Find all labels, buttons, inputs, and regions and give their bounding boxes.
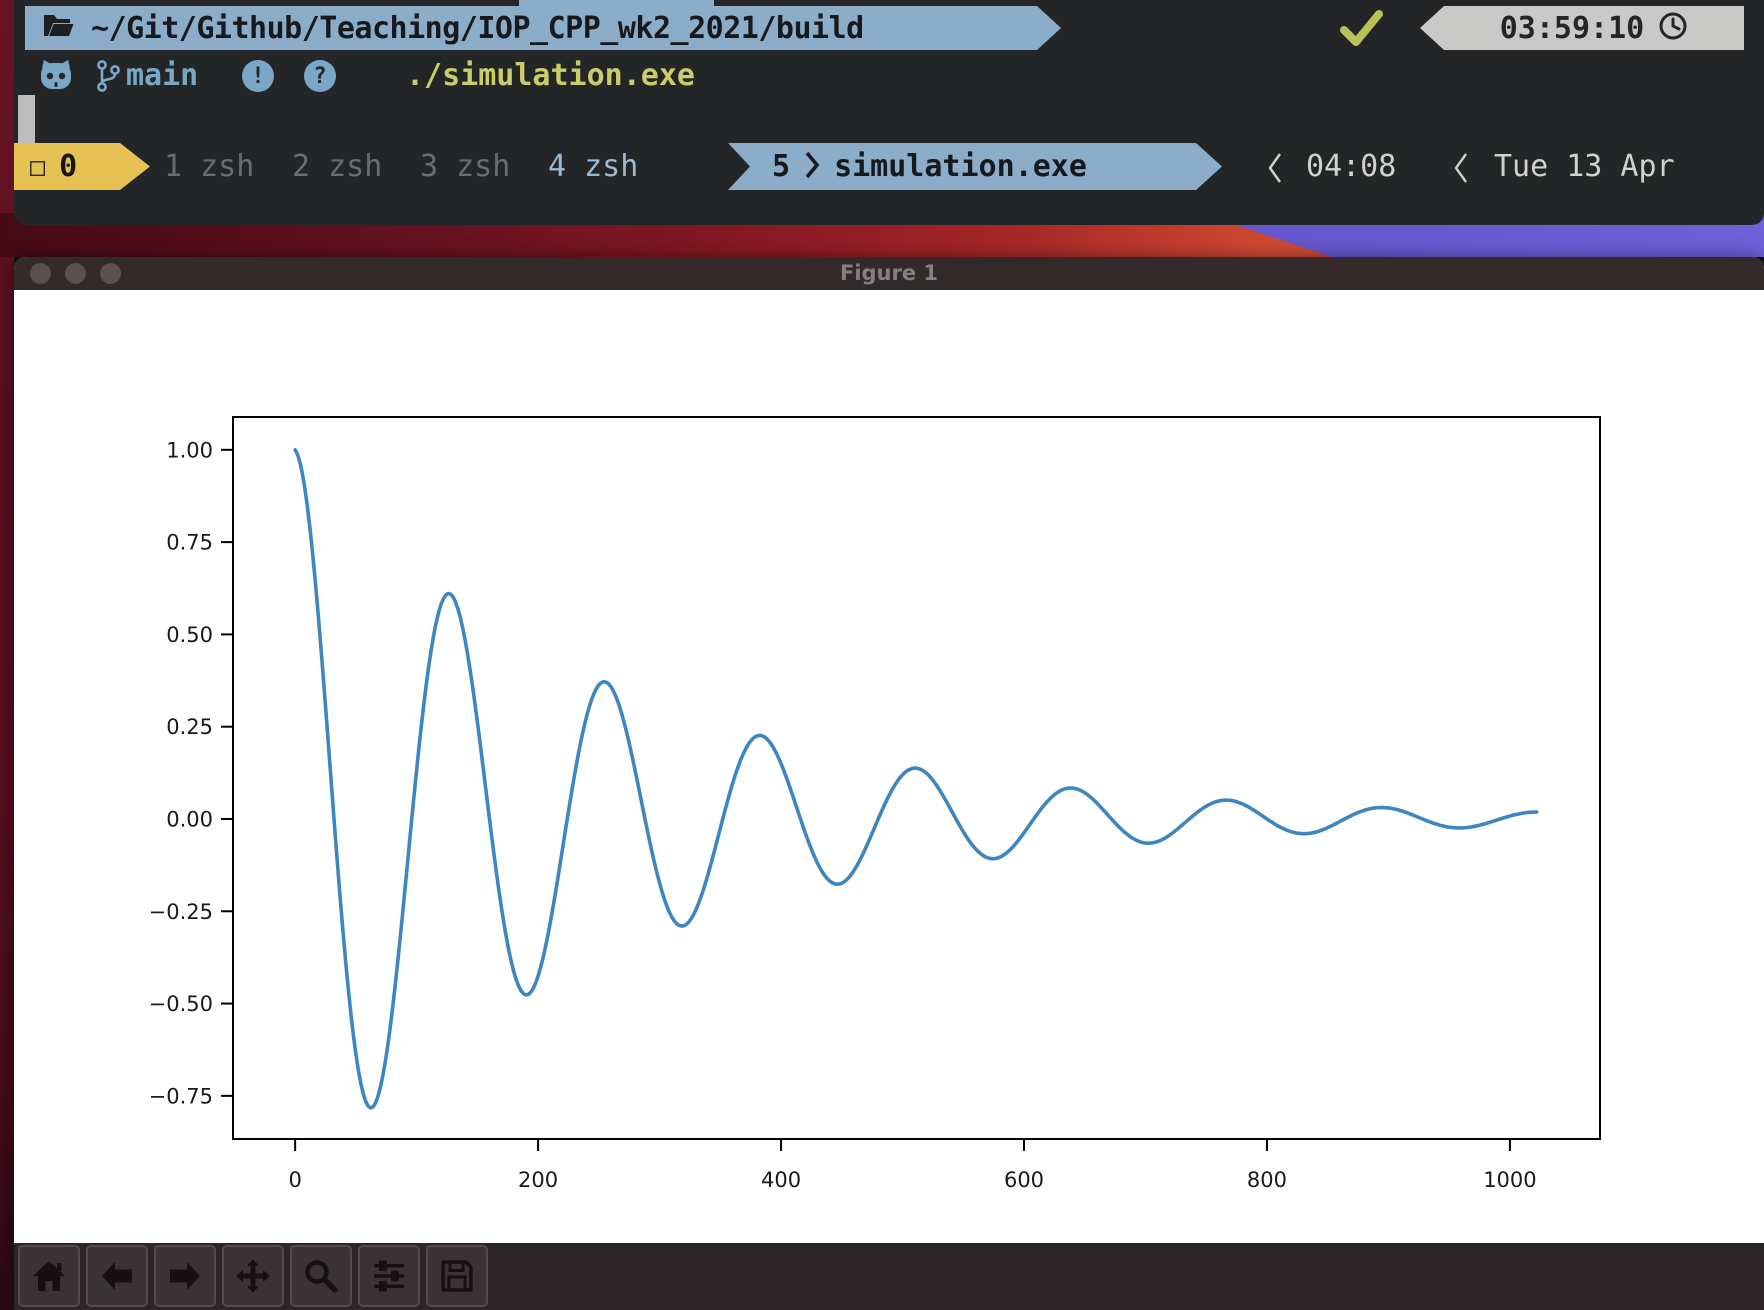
svg-text:−0.75: −0.75 (149, 1084, 213, 1108)
svg-text:600: 600 (1004, 1168, 1044, 1192)
svg-text:0.00: 0.00 (166, 807, 213, 831)
svg-text:−0.50: −0.50 (149, 992, 213, 1016)
tab-window-5-active[interactable]: 5 simulation.exe (728, 143, 1196, 190)
tab-window-3[interactable]: 3 zsh (420, 149, 511, 184)
status-date: Tue 13 Apr (1494, 149, 1675, 184)
powerline-notch (728, 143, 750, 190)
wallpaper-left-strip (0, 0, 14, 1310)
chevron-left-icon (1266, 151, 1284, 189)
pan-move-icon (234, 1257, 272, 1295)
toolbar-back-button[interactable] (86, 1245, 148, 1307)
active-window-index: 5 (772, 149, 791, 184)
line-chart: 0 200 400 600 800 1000 1.00 0.75 0.50 0.25 0.00 −0.… (149, 416, 1601, 1192)
arrow-right-icon (166, 1257, 204, 1295)
minimize-button[interactable] (65, 263, 86, 284)
prompt-path-segment: ~/Git/Github/Teaching/IOP_CPP_wk2_2021/b… (25, 6, 1037, 50)
session-index: 0 (59, 149, 78, 184)
sliders-icon (370, 1257, 408, 1295)
toolbar-save-button[interactable] (426, 1245, 488, 1307)
svg-text:800: 800 (1247, 1168, 1287, 1192)
github-octocat-icon (38, 58, 74, 96)
status-clock: 04:08 (1306, 149, 1397, 184)
toolbar-home-button[interactable] (18, 1245, 80, 1307)
chevron-right-icon (804, 149, 820, 185)
git-untracked-icon: ? (304, 60, 336, 92)
close-button[interactable] (30, 263, 51, 284)
powerline-tip (1196, 143, 1222, 190)
toolbar-subplots-button[interactable] (358, 1245, 420, 1307)
toolbar-forward-button[interactable] (154, 1245, 216, 1307)
svg-text:1.00: 1.00 (166, 438, 213, 462)
zoom-window-button[interactable] (100, 263, 121, 284)
current-directory-path: ~/Git/Github/Teaching/IOP_CPP_wk2_2021/b… (91, 10, 864, 46)
svg-text:−0.25: −0.25 (149, 900, 213, 924)
tab-window-2[interactable]: 2 zsh (292, 149, 383, 184)
active-window-name: simulation.exe (834, 149, 1087, 184)
figure-title: Figure 1 (839, 261, 939, 285)
git-branch-name: main (126, 58, 199, 93)
terminal-window: ~/Git/Github/Teaching/IOP_CPP_wk2_2021/b… (14, 0, 1764, 225)
tmux-status-bar: □ 0 1 zsh 2 zsh 3 zsh 4 zsh 5 simulation… (14, 143, 1764, 190)
tab-window-1[interactable]: 1 zsh (164, 149, 255, 184)
session-segment: □ 0 (14, 143, 120, 190)
svg-text:200: 200 (518, 1168, 558, 1192)
prompt-line-1: ~/Git/Github/Teaching/IOP_CPP_wk2_2021/b… (14, 6, 1764, 50)
home-icon (30, 1257, 68, 1295)
clock-icon (1658, 11, 1688, 45)
powerline-tip (1037, 6, 1061, 50)
prompt-timestamp: 03:59:10 (1499, 10, 1645, 46)
scrollbar-thumb[interactable] (18, 95, 35, 143)
typed-command: ./simulation.exe (406, 58, 695, 93)
powerline-tip (120, 143, 150, 190)
save-floppy-icon (438, 1257, 476, 1295)
folder-icon (43, 12, 75, 44)
previous-line-fragment (519, 0, 714, 7)
prompt-time-segment: 03:59:10 (1444, 6, 1744, 50)
checkmark-icon (1339, 9, 1383, 51)
svg-text:400: 400 (761, 1168, 801, 1192)
toolbar-zoom-button[interactable] (290, 1245, 352, 1307)
window-flag-icon: □ (30, 152, 46, 181)
svg-text:0: 0 (288, 1168, 301, 1192)
tab-window-4[interactable]: 4 zsh (548, 149, 639, 184)
chevron-left-icon (1452, 151, 1470, 189)
figure-titlebar: Figure 1 (14, 257, 1764, 290)
powerline-tip (1420, 6, 1444, 50)
matplotlib-toolbar (14, 1243, 1764, 1310)
git-branch-icon (96, 59, 120, 97)
magnifier-icon (302, 1257, 340, 1295)
svg-text:1000: 1000 (1483, 1168, 1536, 1192)
svg-text:0.25: 0.25 (166, 715, 213, 739)
toolbar-pan-button[interactable] (222, 1245, 284, 1307)
plot-canvas[interactable]: 0 200 400 600 800 1000 1.00 0.75 0.50 0.25 0.00 −0.… (14, 290, 1764, 1243)
figure-window: Figure 1 0 200 400 600 800 1000 1.00 0.75 0.50 0.… (14, 257, 1764, 1310)
arrow-left-icon (98, 1257, 136, 1295)
prompt-line-2: main ! ? ./simulation.exe (14, 54, 1764, 100)
git-dirty-icon: ! (242, 60, 274, 92)
svg-text:0.50: 0.50 (166, 623, 213, 647)
svg-text:0.75: 0.75 (166, 531, 213, 555)
